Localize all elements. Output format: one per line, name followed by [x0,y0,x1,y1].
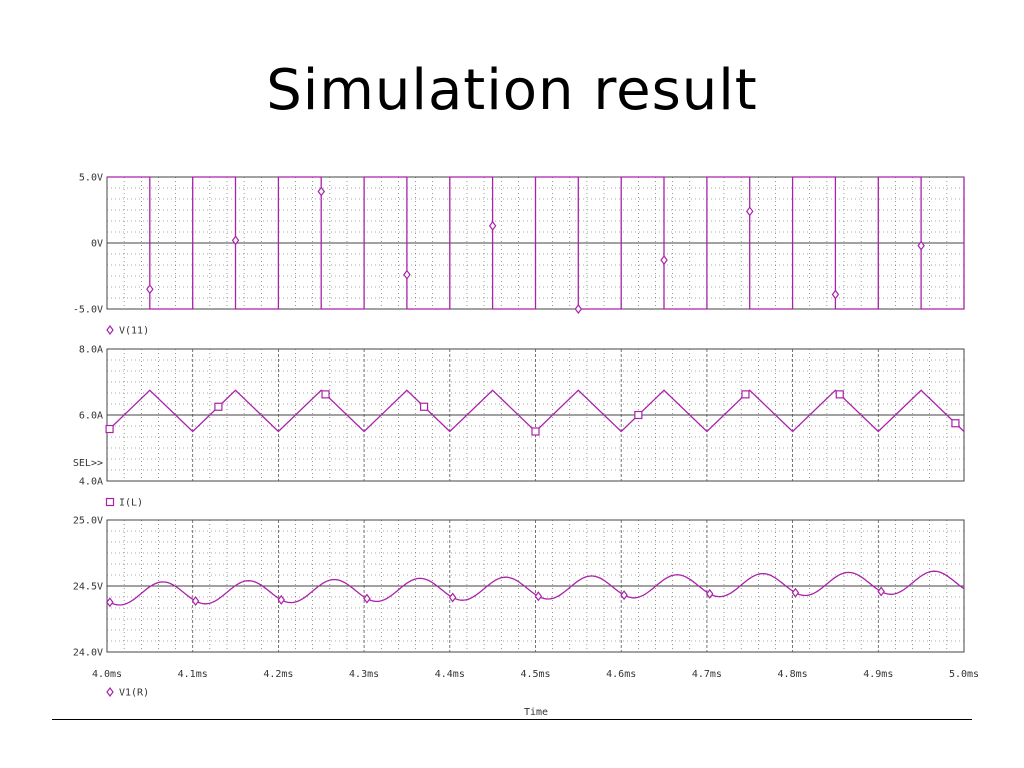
trace-marker [191,596,200,607]
y-tick-label: 8.0A [79,345,103,356]
trace-marker [791,587,800,598]
legend-marker-shape [106,325,114,335]
trace-il [105,389,965,436]
footer-rule [52,719,972,720]
legend-marker-v1r [106,687,114,697]
trace-marker [214,402,223,411]
legend-v1r: V1(R) [106,687,149,699]
y-tick-label: 6.0A [79,411,103,422]
y-tick-label: 25.0V [73,516,103,527]
slide-title: Simulation result [266,58,758,123]
trace-marker [706,588,714,599]
x-axis-label: Time [524,707,548,718]
trace-marker [317,186,325,197]
trace-marker [660,255,668,266]
x-ticks: 4.0ms 4.1ms 4.2ms 4.3ms 4.4ms 4.5ms 4.6ms 4.7ms… [92,669,979,680]
legend-marker-shape [105,497,115,507]
trace-marker [835,390,844,399]
sel-marker[interactable]: SEL>> [73,458,103,469]
y-tick-label: -5.0V [73,305,103,316]
legend-label-v11: V(11) [119,326,149,337]
trace-marker [146,284,154,295]
trace-marker [951,419,960,428]
trace-marker [741,390,750,399]
trace-marker [105,424,114,434]
legend-marker-il [105,497,115,507]
x-tick-label: 4.5ms [520,669,550,680]
x-tick-label: 4.1ms [178,669,208,680]
x-tick-label: 4.0ms [92,669,122,680]
x-tick-label: 4.4ms [435,669,465,680]
trace-marker [403,269,411,280]
y-tick-label: 4.0A [79,477,103,488]
grid-il [106,348,965,482]
legend-v11: V(11) [106,325,149,337]
trace-marker [831,289,840,300]
trace-marker [448,592,457,603]
legend-il: I(L) [105,497,143,509]
x-tick-label: 5.0ms [949,669,979,680]
trace-marker [534,591,543,602]
y-tick-label: 24.0V [73,648,103,659]
y-tick-label: 24.5V [73,582,103,593]
x-tick-label: 4.6ms [606,669,636,680]
trace-marker [277,594,286,605]
x-tick-label: 4.3ms [349,669,379,680]
y-ticks-v11: 5.0V 0V -5.0V [73,173,103,316]
legend-marker-v11 [106,325,114,335]
plot-panel-il: 8.0A 6.0A 4.0A SEL>> I(L) [73,345,965,509]
trace-marker [620,590,628,601]
trace-marker [746,206,754,217]
legend-marker-shape [106,687,114,697]
trace-marker [634,410,643,420]
trace-marker [106,597,114,608]
trace-marker [877,586,885,597]
trace-line [106,570,965,606]
legend-label-v1r: V1(R) [119,688,149,699]
trace-v1r [106,570,965,608]
trace-marker [531,427,540,436]
x-tick-label: 4.8ms [778,669,808,680]
plot-panel-v11: 5.0V 0V -5.0V V(11) [73,173,965,337]
x-tick-label: 4.2ms [263,669,293,680]
trace-marker [363,593,371,604]
trace-v11 [107,176,965,314]
trace-marker [917,240,925,251]
trace-marker [419,402,429,411]
x-tick-label: 4.9ms [863,669,893,680]
y-tick-label: 0V [91,239,103,250]
trace-marker [321,390,330,399]
trace-marker [488,220,497,231]
y-ticks-il: 8.0A 6.0A 4.0A [79,345,103,488]
x-tick-label: 4.7ms [692,669,722,680]
legend-label-il: I(L) [119,498,143,509]
trace-marker [574,304,583,314]
trace-line [107,176,965,310]
y-tick-label: 5.0V [79,173,103,184]
plot-panel-v1r: 25.0V 24.5V 24.0V 4.0ms 4.1ms 4.2ms 4.3ms 4.4m… [73,516,979,719]
y-ticks-v1r: 25.0V 24.5V 24.0V [73,516,103,659]
trace-marker [231,235,240,246]
